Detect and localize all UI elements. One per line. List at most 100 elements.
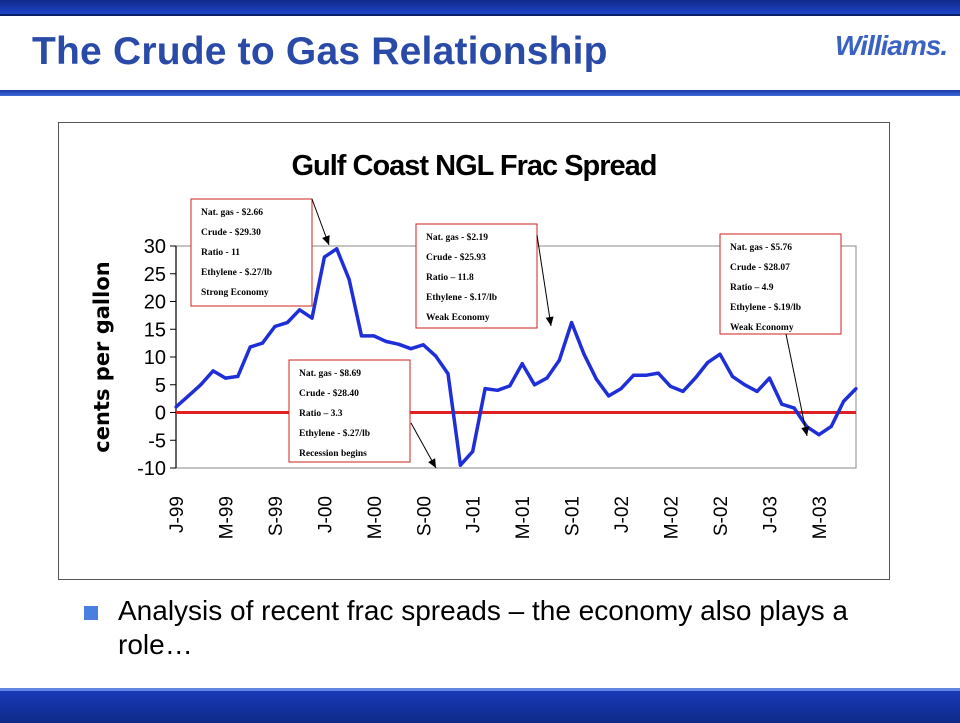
data-point [273,324,277,329]
x-tick-label: J-02 [612,496,633,533]
data-point [829,424,833,428]
company-logo: Williams. [835,30,948,61]
callout-text: Ethylene - $.27/lb [201,267,272,278]
data-point [644,373,648,377]
data-point [359,334,364,338]
callout-text: Ratio – 11.8 [426,273,474,283]
data-point [471,449,475,453]
data-point [236,374,240,379]
data-point [421,343,425,347]
data-point [854,387,858,391]
x-tick-label: S-02 [711,496,732,536]
data-point [594,377,598,381]
data-point [186,394,190,398]
y-tick-label: -10 [137,458,166,480]
data-point [557,358,561,362]
callout-text: Nat. gas - $5.76 [730,242,792,253]
data-point [755,389,759,394]
callout-text: Recession begins [299,449,367,459]
callout-arrow-line [536,234,552,327]
callout-arrow-line [785,333,808,437]
y-tick-label: 30 [144,236,166,258]
y-tick-label: 0 [155,403,166,425]
callout-text: Crude - $29.30 [201,227,261,238]
data-point [520,362,524,366]
data-point [582,352,586,356]
callout-text: Nat. gas - $8.69 [299,368,361,379]
data-point [706,360,710,365]
data-point [322,255,326,259]
x-tick-label: J-03 [760,496,781,533]
data-point [199,383,203,387]
x-tick-label: S-01 [563,496,584,536]
data-point [743,383,747,387]
data-point [545,376,549,380]
data-point [223,376,228,380]
x-tick-label: M-99 [216,496,237,539]
y-axis-label: cents per gallon [90,261,114,452]
data-point [619,387,623,391]
bottom-accent-bar [0,688,960,723]
data-point [718,352,722,356]
callout-arrowhead [322,235,330,245]
callout-text: Crude - $28.40 [299,388,359,399]
y-tick-label: 15 [144,319,166,341]
data-point [409,347,413,351]
bullet-marker [84,606,98,620]
callout-box [719,233,842,335]
callout-text: Ethylene - $.19/lb [730,302,801,313]
callout-text: Ratio - 11 [201,248,240,258]
callout-text: Ratio – 3.3 [299,409,343,419]
data-point [780,402,784,406]
callout-box [190,198,313,307]
y-tick-label: 5 [155,375,166,397]
data-point [767,376,772,380]
data-point [532,383,537,387]
data-point [817,433,821,437]
callout-text: Ratio – 4.9 [730,283,774,293]
callout-text: Nat. gas - $2.66 [201,207,263,218]
top-accent-bar [0,0,960,16]
data-point [347,277,351,281]
y-tick-label: -5 [148,430,166,452]
slide-title: The Crude to Gas Relationship [32,30,608,73]
callout-box [288,359,411,463]
callout-text: Weak Economy [426,313,490,323]
callout-text: Strong Economy [201,288,269,298]
data-point [681,389,685,394]
x-tick-label: S-99 [266,496,287,536]
x-tick-label: S-00 [414,496,435,536]
callout-text: Crude - $25.93 [426,252,486,263]
data-point [446,372,450,376]
data-point [483,387,487,391]
x-tick-label: J-99 [167,496,188,533]
bullet-text: Analysis of recent frac spreads – the ec… [118,595,848,660]
callout-arrowhead [801,426,810,436]
data-point [458,463,462,467]
x-tick-label: M-01 [513,496,534,539]
x-tick-label: J-01 [464,496,485,533]
data-point [174,405,178,409]
data-point [792,406,796,410]
data-point [384,339,388,344]
data-point [508,384,512,388]
title-rule [0,90,960,96]
data-point [248,345,252,349]
data-point [656,371,660,375]
data-point [298,308,302,312]
x-tick-label: J-00 [315,496,336,533]
callout-text: Ethylene - $.17/lb [426,292,497,303]
y-tick-label: 25 [144,264,166,286]
frac-spread-chart: Gulf Coast NGL Frac Spread cents per gall… [90,150,858,539]
chart-title: Gulf Coast NGL Frac Spread [291,150,656,182]
data-point [310,316,314,320]
y-tick-label: 20 [144,292,166,314]
callout-text: Crude - $28.07 [730,262,790,273]
data-point [842,399,846,403]
data-point [285,320,289,325]
data-point [570,320,574,325]
x-tick-label: M-00 [365,496,386,539]
callout-text: Ethylene - $.27/lb [299,428,370,439]
data-point [668,384,673,389]
callout-text: Weak Economy [730,323,794,333]
